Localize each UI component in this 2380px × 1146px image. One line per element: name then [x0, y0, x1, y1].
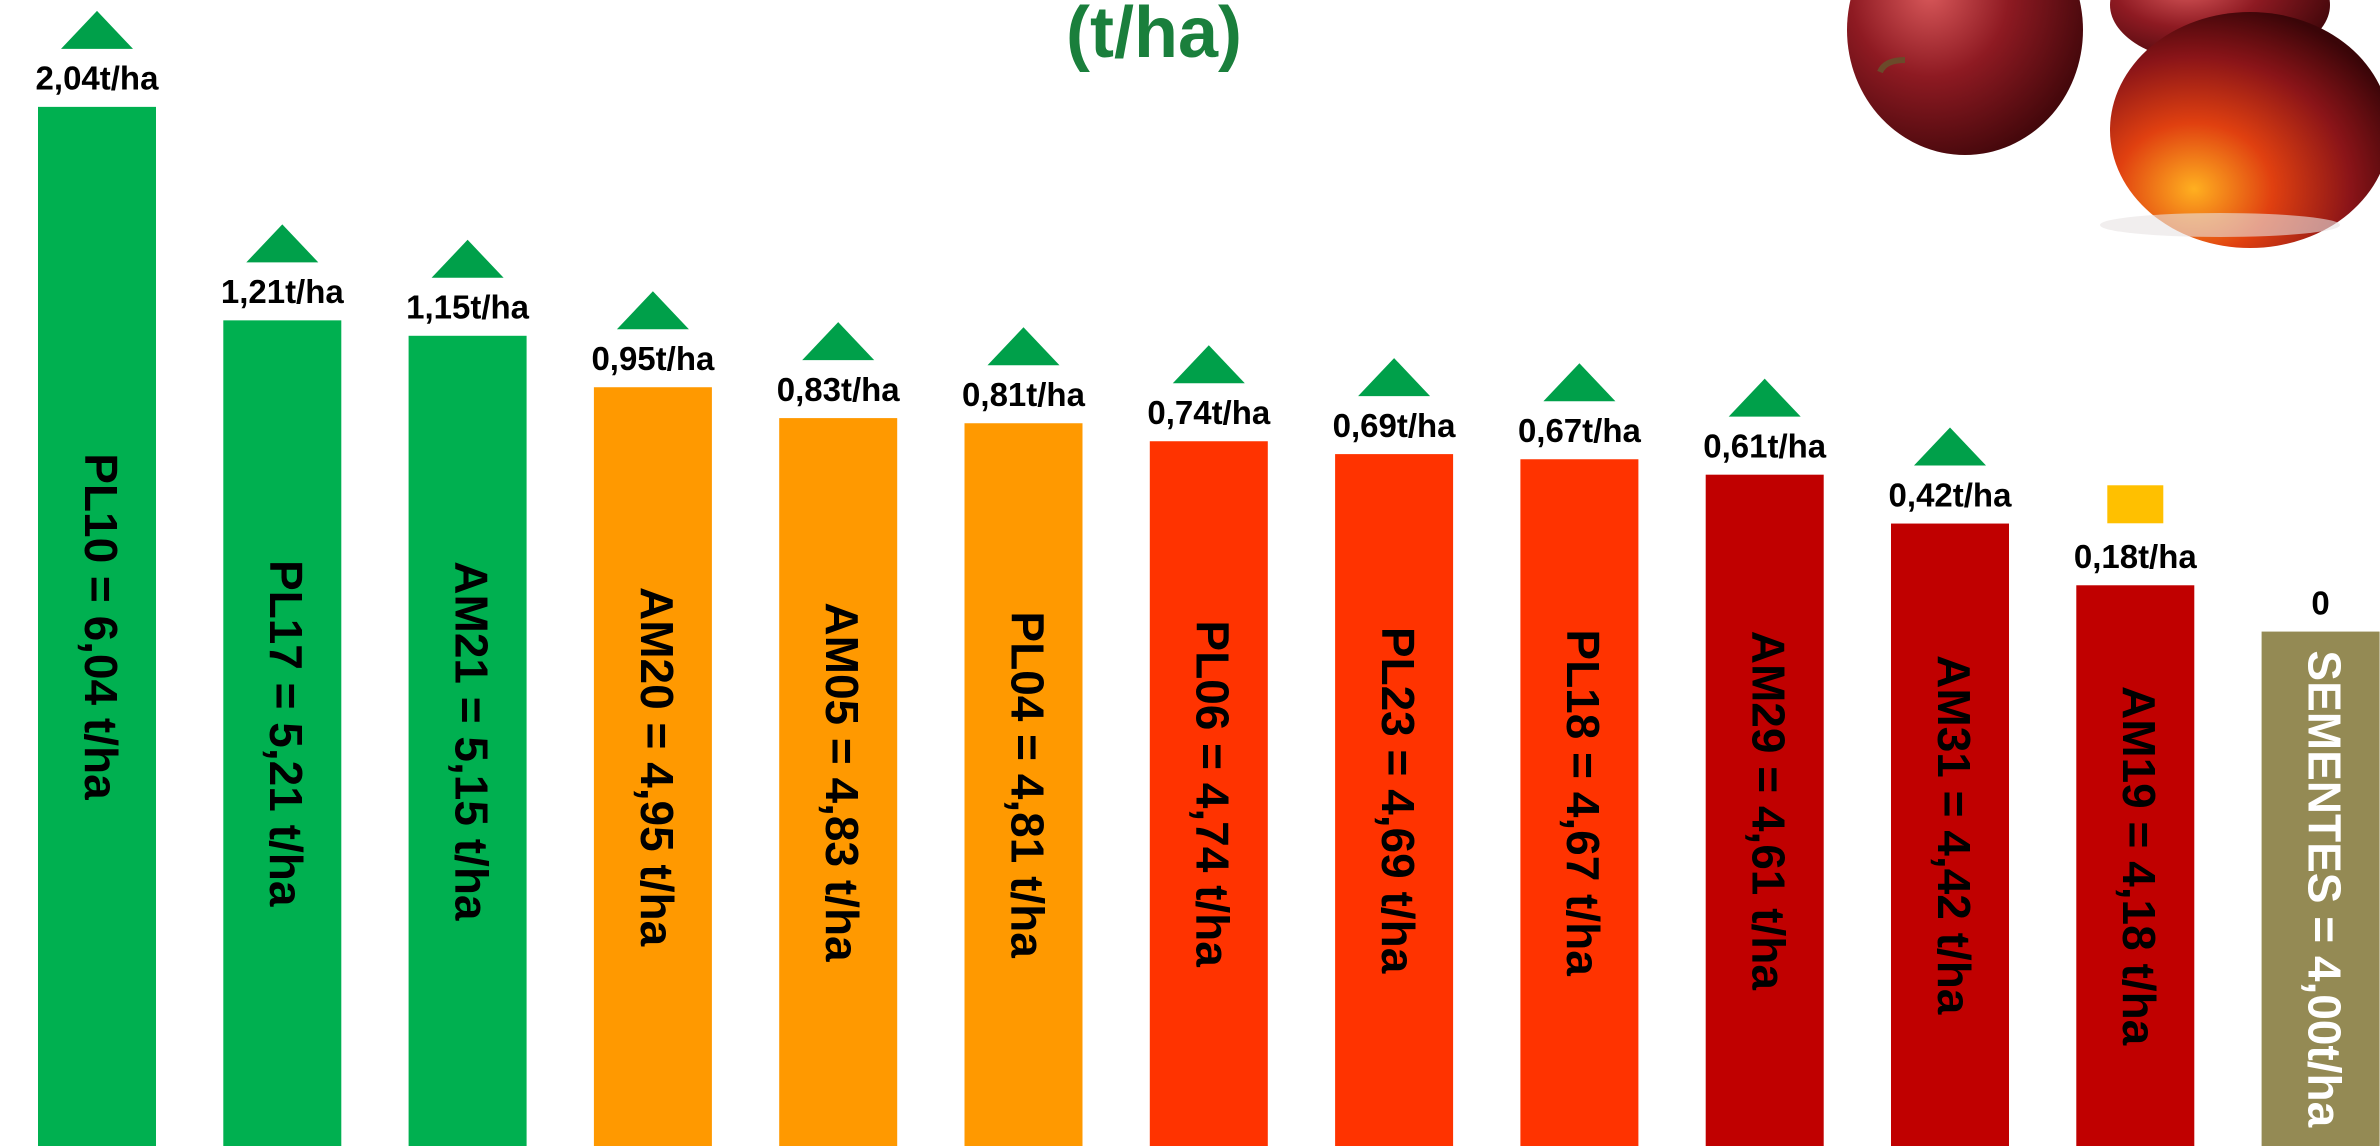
bar-label: PL10 = 6,04 t/ha	[75, 453, 127, 800]
value-label: 0,95t/ha	[591, 340, 715, 377]
square-marker	[2107, 485, 2163, 523]
value-label: 0,81t/ha	[962, 376, 1086, 413]
value-label: 0	[2311, 584, 2329, 621]
bar-label: AM19 = 4,18 t/ha	[2113, 686, 2165, 1046]
bar-label: AM29 = 4,61 t/ha	[1743, 631, 1795, 991]
fruit	[2110, 12, 2380, 248]
up-marker	[1729, 379, 1801, 417]
value-label: 0,42t/ha	[1889, 476, 2013, 513]
up-marker	[1358, 358, 1430, 396]
up-marker	[432, 240, 504, 278]
up-marker	[802, 322, 874, 360]
chart-title: (t/ha)	[1066, 0, 1242, 73]
value-label: 0,74t/ha	[1147, 394, 1271, 431]
up-marker	[246, 224, 318, 262]
bar-label: AM21 = 5,15 t/ha	[445, 561, 497, 921]
value-label: 2,04t/ha	[36, 60, 160, 97]
up-marker	[1173, 345, 1245, 383]
bar-label: PL04 = 4,81 t/ha	[1001, 611, 1053, 958]
fruit	[1847, 0, 2083, 155]
bar-label: SEMENTES = 4,00t/ha	[2298, 650, 2350, 1127]
value-label: 0,67t/ha	[1518, 412, 1642, 449]
value-label: 0,61t/ha	[1703, 427, 1827, 464]
bar-label: PL23 = 4,69 t/ha	[1372, 627, 1424, 974]
shadow	[2100, 213, 2340, 237]
value-label: 0,18t/ha	[2074, 538, 2198, 575]
bar-label: AM05 = 4,83 t/ha	[816, 602, 868, 962]
up-marker	[988, 327, 1060, 365]
value-label: 1,21t/ha	[221, 273, 345, 310]
bar-label: AM31 = 4,42 t/ha	[1928, 655, 1980, 1015]
bar-label: AM20 = 4,95 t/ha	[631, 587, 683, 947]
value-label: 0,69t/ha	[1333, 407, 1457, 444]
value-label: 0,83t/ha	[777, 371, 901, 408]
bar-label: PL17 = 5,21 t/ha	[260, 560, 312, 907]
up-marker	[1914, 428, 1986, 466]
chart: (t/ha) PL10 = 6,04 t/ha 2,04t/ha PL17 = 5,…	[0, 0, 2380, 1146]
up-marker	[61, 11, 133, 49]
up-marker	[1543, 363, 1615, 401]
fruit-photo	[1847, 0, 2380, 248]
up-marker	[617, 291, 689, 329]
bar-label: PL18 = 4,67 t/ha	[1557, 629, 1609, 976]
bar-label: PL06 = 4,74 t/ha	[1187, 620, 1239, 967]
value-label: 1,15t/ha	[406, 289, 530, 326]
